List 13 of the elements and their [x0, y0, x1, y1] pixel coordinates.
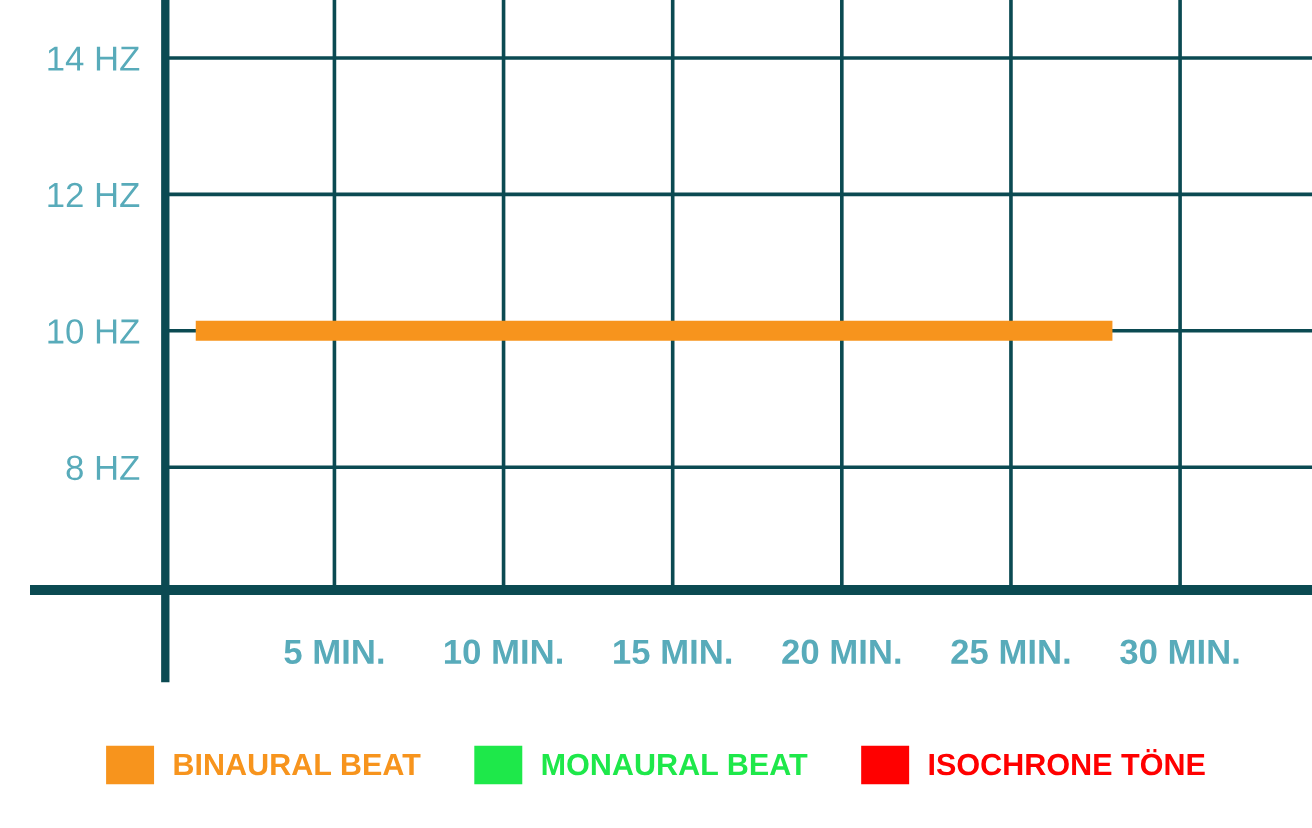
x-tick-label: 25 MIN.	[951, 639, 1070, 665]
y-tick-label: 10 HZ	[48, 319, 140, 344]
x-tick-label: 5 MIN.	[284, 639, 384, 665]
y-tick-label: 12 HZ	[48, 182, 140, 207]
y-tick-label: 8 HZ	[66, 455, 140, 481]
legend-label: MONAURAL BEAT	[542, 753, 808, 776]
y-tick-label: 14 HZ	[48, 46, 140, 71]
x-tick-label: 10 MIN.	[444, 639, 562, 665]
legend-label: ISOCHRONE TÖNE	[929, 748, 1205, 776]
x-tick-label: 20 MIN.	[782, 639, 901, 665]
x-tick-label: 15 MIN.	[614, 639, 732, 665]
legend-label: BINAURAL BEAT	[174, 754, 421, 776]
x-tick-label: 30 MIN.	[1120, 639, 1239, 665]
